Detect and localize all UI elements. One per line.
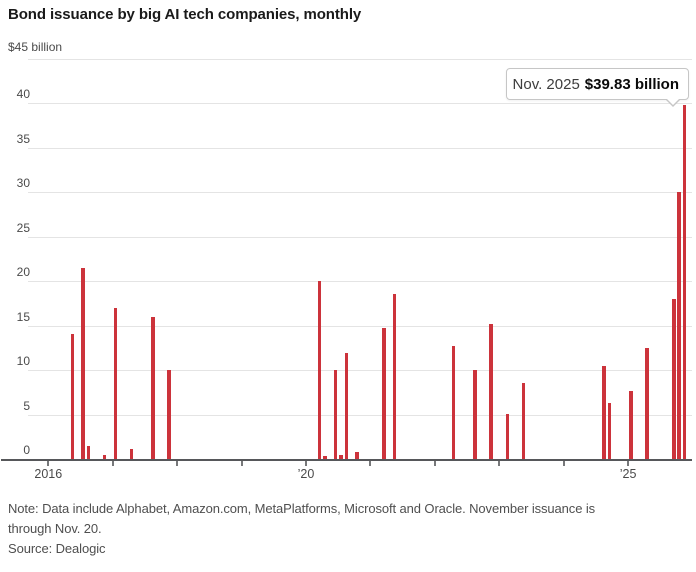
bar-2021-05[interactable] (392, 294, 397, 460)
gridline-40 (28, 103, 692, 104)
y-axis-label-0: 0 (23, 443, 30, 457)
bar-2024-09[interactable] (607, 403, 611, 459)
y-axis-label-15: 15 (16, 309, 30, 324)
x-axis-tick-2024 (562, 461, 565, 466)
bar-2025-11[interactable] (682, 104, 687, 459)
note-line-2: through Nov. 20. (8, 521, 102, 536)
gridline-30 (28, 192, 692, 193)
bar-2023-05[interactable] (521, 383, 526, 460)
footnote: Note: Data include Alphabet, Amazon.com,… (8, 499, 595, 559)
bar-2016-11[interactable] (102, 454, 107, 460)
bar-2024-08[interactable] (602, 365, 606, 460)
bar-2022-11[interactable] (489, 323, 493, 459)
y-axis-label-25: 25 (16, 220, 30, 235)
bar-2017-11[interactable] (167, 370, 171, 459)
bar-2020-03[interactable] (317, 281, 322, 459)
x-axis-tick-2023 (498, 461, 501, 466)
gridline-45 (28, 58, 692, 60)
bar-2020-07[interactable] (339, 455, 343, 459)
tooltip-pointer-fill-icon (666, 98, 680, 105)
bar-2017-04[interactable] (129, 449, 134, 459)
y-axis-label-30: 30 (16, 176, 30, 190)
gridline-35 (28, 147, 692, 149)
x-axis-tick-2018 (176, 461, 179, 466)
bar-2021-03[interactable] (382, 328, 386, 459)
bar-2025-10[interactable] (677, 192, 681, 459)
bar-2020-10[interactable] (355, 451, 359, 459)
bar-2017-01[interactable] (113, 307, 118, 459)
tooltip-date-label: Nov. 2025 (512, 75, 580, 93)
source-line: Source: Dealogic (8, 541, 106, 556)
bar-2017-08[interactable] (151, 316, 155, 459)
note-line-1: Note: Data include Alphabet, Amazon.com,… (8, 501, 596, 516)
bar-2016-05[interactable] (70, 334, 75, 459)
x-axis-tick-2021 (369, 461, 372, 466)
gridline-25 (28, 236, 692, 238)
y-axis-label-20: 20 (16, 265, 30, 279)
x-axis-tick-2020 (305, 461, 307, 466)
bar-2025-09[interactable] (672, 298, 676, 459)
y-axis-unit-label: $45 billion (8, 40, 63, 54)
x-axis-label-2025: ’25 (619, 467, 637, 481)
bar-2020-08[interactable] (344, 353, 348, 459)
bar-2016-08[interactable] (86, 445, 91, 459)
y-axis-label-5: 5 (23, 398, 30, 413)
y-axis-label-10: 10 (16, 354, 30, 368)
bar-2022-04[interactable] (451, 345, 456, 459)
x-axis-tick-2019 (240, 461, 243, 466)
chart-title: Bond issuance by big AI tech companies, … (8, 6, 362, 23)
x-axis-tick-2022 (433, 461, 436, 466)
bar-2025-01[interactable] (629, 391, 633, 459)
x-axis-line (1, 459, 692, 461)
bar-2020-04[interactable] (323, 456, 327, 459)
bar-2022-08[interactable] (473, 370, 477, 459)
y-axis-label-40: 40 (16, 87, 30, 101)
x-axis-tick-2016 (47, 461, 50, 466)
bar-2016-07[interactable] (81, 267, 85, 459)
x-axis-label-2020: ’20 (297, 467, 315, 481)
x-axis-tick-2017 (111, 461, 114, 466)
gridline-15 (28, 325, 692, 327)
bar-2023-02[interactable] (505, 413, 509, 459)
x-axis-tick-2025 (627, 461, 630, 466)
bar-2020-06[interactable] (333, 370, 338, 459)
gridline-5 (28, 414, 692, 416)
bar-2025-04[interactable] (645, 347, 649, 460)
gridline-20 (28, 281, 692, 282)
tooltip: Nov. 2025 $39.83 billion (506, 68, 689, 107)
tooltip-value: $39.83 billion (584, 75, 679, 93)
gridline-10 (28, 370, 692, 371)
x-axis-label-2016: 2016 (34, 467, 63, 481)
y-axis-label-35: 35 (16, 131, 30, 146)
